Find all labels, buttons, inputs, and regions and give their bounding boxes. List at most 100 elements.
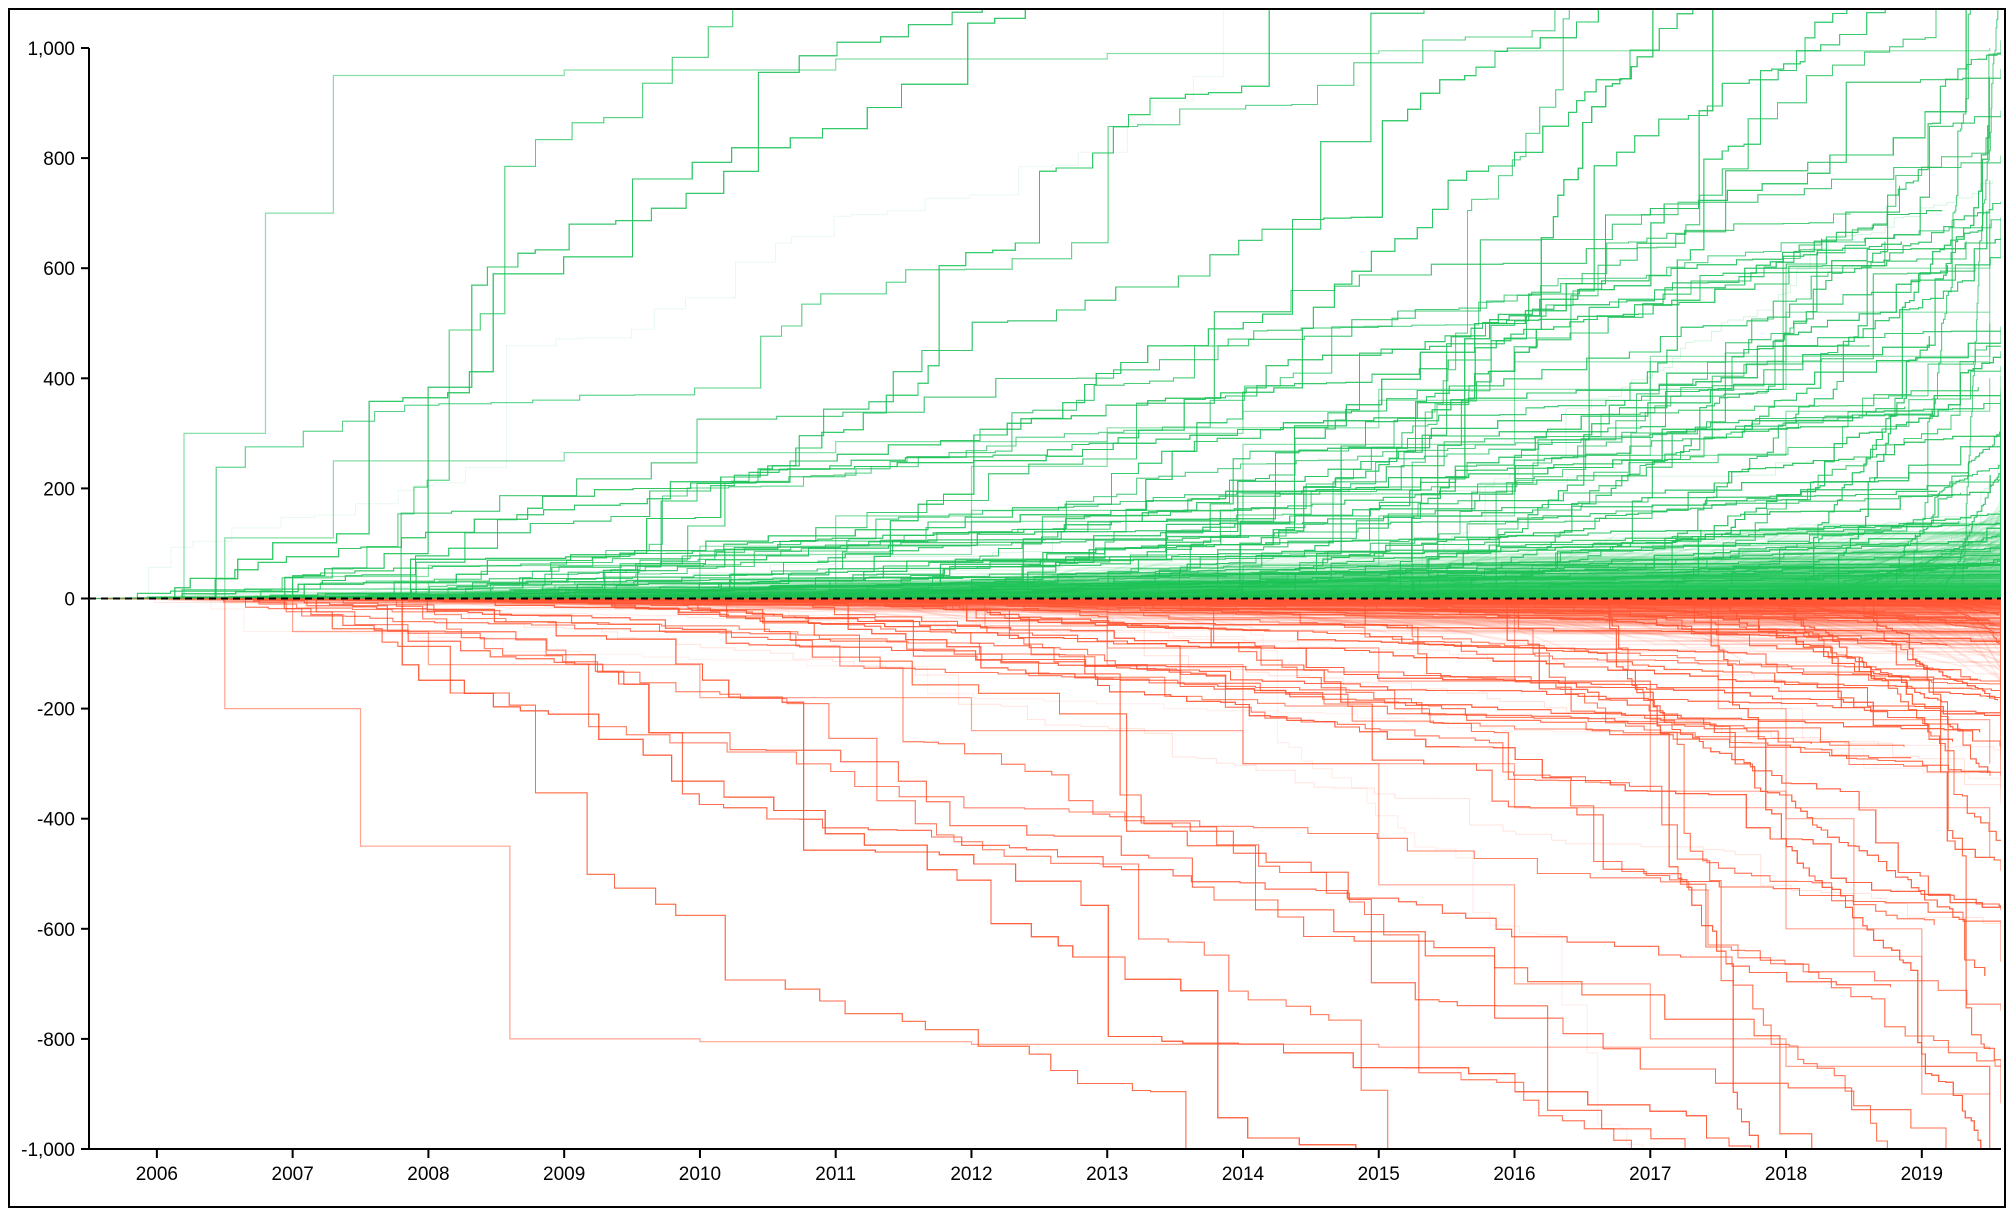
positive-series-line [133,10,1224,599]
positive-series-line [786,521,1960,599]
positive-series-line [809,210,1943,599]
positive-series-line [564,590,1930,599]
negative-series-line [928,598,1935,925]
negative-series-line [210,598,2001,635]
negative-series-line [928,598,1935,925]
positive-series-line [1228,594,2001,599]
positive-series-line [317,534,1916,599]
negative-series-line [357,598,1389,1150]
negative-series-line [918,598,1714,1150]
negative-series-line [660,598,1978,680]
negative-series-line [295,598,1187,1150]
negative-series-line [1471,598,2001,909]
positive-series-line [239,594,1848,599]
negative-series-line [860,598,2001,631]
negative-series-line [290,598,1912,759]
negative-series-line [1865,598,2001,1104]
negative-series-line [188,598,2001,1011]
positive-series-line [354,10,1425,599]
positive-series-line [915,10,1967,599]
positive-series-line [400,387,1979,599]
positive-series-line [791,10,1599,599]
negative-series-line [357,598,1389,1150]
positive-series-line [116,588,1979,599]
negative-series-line [395,598,1751,1150]
positive-series-line [1874,431,2001,599]
positive-series-line [910,326,2001,599]
negative-series-line [418,598,1953,742]
positive-series-line [824,546,2001,599]
negative-series-line [1943,598,2001,646]
positive-series-line [513,522,2001,599]
positive-series-line [1143,420,2001,599]
negative-series-line [918,598,1714,1150]
negative-series-line [1707,598,2001,871]
positive-series-line [755,571,2001,599]
positive-series-line [1012,265,1948,599]
positive-series-line [1383,510,2001,599]
positive-series-line [101,529,1702,599]
negative-series-line [357,598,1389,1150]
negative-series-line [1943,598,2001,646]
positive-series-line [1137,241,1967,599]
negative-series-line [210,598,2001,635]
positive-series-line [1404,10,1570,599]
negative-series-line [1452,598,1968,619]
positive-series-line [187,10,1556,599]
negative-series-line [1277,598,1947,646]
negative-series-line [1159,598,2001,1068]
positive-series-line [555,570,1935,599]
negative-series-line [1483,598,2001,749]
positive-series-line [786,521,1960,599]
negative-series-line [644,598,1632,1150]
negative-series-line [1434,598,2001,609]
negative-series-line [442,598,1926,606]
positive-series-line [317,534,1916,599]
negative-series-line [904,598,2001,790]
negative-series-line [834,598,1958,615]
negative-series-line [363,598,1357,1150]
positive-series-line [187,10,1556,599]
positive-series-line [1364,110,2001,599]
positive-series-line [1642,345,2001,599]
x-tick-label: 2013 [1086,1164,1128,1185]
positive-series-line [1960,10,1999,599]
negative-series-line [188,598,2001,1011]
negative-series-line [923,598,2001,688]
positive-series-line [1364,110,2001,599]
y-tick-label: -600 [37,920,75,941]
negative-series-line [1483,598,2001,749]
positive-series-line [857,398,2001,599]
positive-series-line [1433,585,2001,599]
positive-series-line [550,543,1909,599]
positive-series-line [1209,241,1886,599]
negative-series-line [1944,598,1999,616]
positive-series-line [369,574,2001,599]
negative-series-line [273,598,1947,1150]
negative-series-line [161,598,2001,715]
negative-series-line [357,598,1389,1150]
positive-series-line [101,529,1702,599]
positive-series-line [593,10,1270,599]
positive-series-line [1642,345,2001,599]
positive-series-line [428,362,1974,599]
positive-series-line [1097,559,1982,599]
negative-series-line [1471,598,2001,909]
positive-series-line [651,547,2001,599]
negative-series-line [1943,598,2001,646]
negative-series-line [395,598,1751,1150]
negative-series-line [257,598,1891,988]
negative-series-line [1546,598,2001,699]
positive-series-line [1229,10,1714,599]
negative-series-line [746,598,2001,962]
positive-series-line [540,594,2001,599]
positive-series-line [1834,77,1990,599]
negative-series-line [363,598,1357,1150]
positive-series-line [390,490,1938,599]
positive-series-line [238,10,734,599]
positive-series-line [677,553,2001,599]
negative-series-line [1490,598,1888,1150]
positive-series-line [809,210,1943,599]
negative-series-line [115,598,2001,637]
positive-series-line [564,590,1930,599]
